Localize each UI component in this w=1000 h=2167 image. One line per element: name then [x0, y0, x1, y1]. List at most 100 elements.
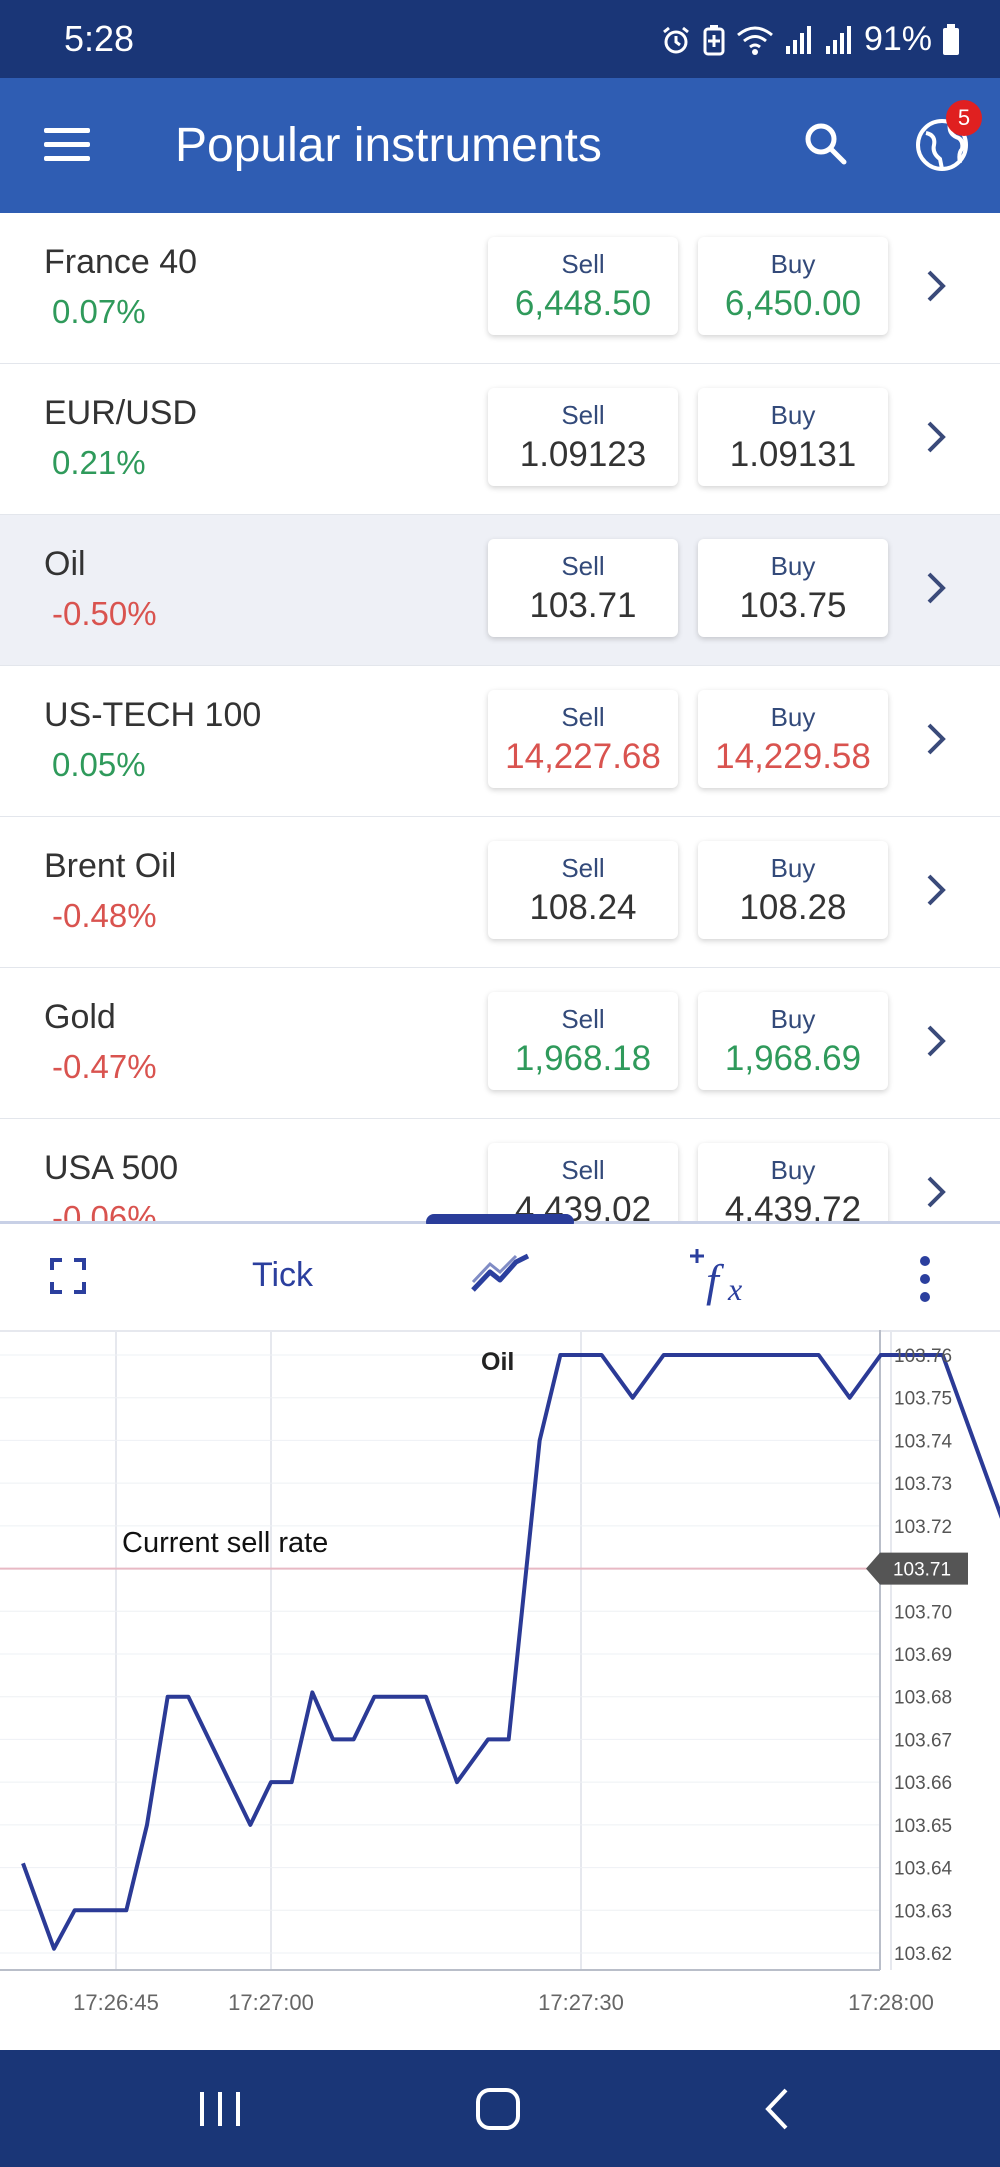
- buy-price: 103.75: [739, 586, 847, 625]
- sell-price: 1,968.18: [514, 1039, 652, 1078]
- sell-button[interactable]: Sell 1.09123: [488, 388, 678, 486]
- signal-icon: [785, 25, 811, 54]
- sell-button[interactable]: Sell 14,227.68: [488, 690, 678, 788]
- instrument-row[interactable]: France 40 0.07% Sell 6,448.50 Buy 6,450.00: [0, 213, 1000, 365]
- buy-label: Buy: [770, 249, 816, 279]
- y-tick-label: 103.70: [894, 1602, 952, 1623]
- chevron-right-icon[interactable]: [925, 1024, 947, 1058]
- battery-saver-icon: [703, 24, 725, 55]
- buy-button[interactable]: Buy 1.09131: [698, 388, 888, 486]
- y-tick-label: 103.65: [894, 1816, 952, 1837]
- recents-icon[interactable]: [196, 2090, 244, 2128]
- sell-label: Sell: [561, 853, 605, 883]
- chevron-right-icon[interactable]: [925, 420, 947, 454]
- buy-price: 108.28: [739, 888, 847, 927]
- sell-button[interactable]: Sell 6,448.50: [488, 237, 678, 335]
- instrument-change: -0.06%: [52, 1199, 157, 1225]
- x-tick-label: 17:27:00: [228, 1990, 314, 2015]
- chevron-right-icon[interactable]: [925, 269, 947, 303]
- notification-badge: 5: [946, 100, 982, 136]
- buy-label: Buy: [770, 400, 816, 430]
- buy-button[interactable]: Buy 6,450.00: [698, 237, 888, 335]
- instrument-row[interactable]: US-TECH 100 0.05% Sell 14,227.68 Buy 14,229.5…: [0, 666, 1000, 818]
- more-options-icon[interactable]: [918, 1254, 932, 1304]
- buy-price: 1.09131: [729, 435, 857, 474]
- sell-label: Sell: [561, 551, 605, 581]
- instrument-name: US-TECH 100: [44, 696, 262, 734]
- buy-label: Buy: [770, 702, 816, 732]
- price-series-line: [21, 1353, 1000, 1951]
- home-icon[interactable]: [474, 2086, 522, 2132]
- menu-icon[interactable]: [44, 128, 90, 164]
- buy-label: Buy: [770, 1004, 816, 1034]
- instrument-name: Oil: [44, 545, 86, 583]
- svg-text:x: x: [727, 1271, 742, 1306]
- instrument-row[interactable]: USA 500 -0.06% Sell 4,439.02 Buy 4,439.72: [0, 1119, 1000, 1225]
- fullscreen-icon[interactable]: [50, 1258, 86, 1294]
- instrument-change: -0.50%: [52, 595, 157, 632]
- line-chart-icon[interactable]: [470, 1252, 532, 1296]
- battery-percent: 91%: [863, 20, 932, 58]
- price-chart[interactable]: 103.76 103.75 103.74 103.73 103.72 103.70 103.…: [0, 1330, 1000, 2050]
- y-tick-label: 103.67: [894, 1730, 952, 1751]
- chevron-right-icon[interactable]: [925, 722, 947, 756]
- y-tick-label: 103.63: [894, 1901, 952, 1922]
- x-tick-label: 17:26:45: [73, 1990, 159, 2015]
- instrument-name: Gold: [44, 998, 116, 1036]
- sell-button[interactable]: Sell 108.24: [488, 841, 678, 939]
- instrument-change: 0.21%: [52, 444, 146, 481]
- y-tick-label: 103.72: [894, 1517, 952, 1538]
- sell-price: 103.71: [529, 586, 637, 625]
- instrument-row[interactable]: Brent Oil -0.48% Sell 108.24 Buy 108.28: [0, 817, 1000, 969]
- battery-icon: [943, 23, 959, 55]
- current-rate-badge: [866, 1552, 968, 1585]
- wifi-icon: [736, 26, 773, 55]
- buy-price: 14,229.58: [715, 737, 871, 776]
- y-tick-label: 103.69: [894, 1645, 952, 1666]
- buy-price: 1,968.69: [724, 1039, 862, 1078]
- instrument-row[interactable]: Gold -0.47% Sell 1,968.18 Buy 1,968.69: [0, 968, 1000, 1120]
- sell-price: 108.24: [529, 888, 637, 927]
- sell-button[interactable]: Sell 103.71: [488, 539, 678, 637]
- globe-icon[interactable]: [912, 113, 972, 173]
- buy-button[interactable]: Buy 14,229.58: [698, 690, 888, 788]
- sell-label: Sell: [561, 1004, 605, 1034]
- interval-selector[interactable]: Tick: [252, 1256, 314, 1294]
- search-icon[interactable]: [800, 118, 850, 168]
- instrument-name: Brent Oil: [44, 847, 177, 885]
- y-tick-label: 103.66: [894, 1773, 952, 1794]
- sell-price: 14,227.68: [505, 737, 661, 776]
- svg-text:f: f: [706, 1255, 725, 1306]
- instrument-name: EUR/USD: [44, 394, 198, 432]
- sell-label: Sell: [561, 702, 605, 732]
- chevron-right-icon[interactable]: [925, 1175, 947, 1209]
- buy-price: 4,439.72: [724, 1190, 862, 1225]
- instrument-name: France 40: [44, 243, 198, 281]
- back-icon[interactable]: [760, 2086, 792, 2132]
- x-tick-label: 17:27:30: [538, 1990, 624, 2015]
- instrument-change: 0.05%: [52, 746, 146, 783]
- chevron-right-icon[interactable]: [925, 873, 947, 907]
- current-rate-value: 103.71: [893, 1560, 951, 1581]
- buy-price: 6,450.00: [724, 284, 862, 323]
- sell-button[interactable]: Sell 1,968.18: [488, 992, 678, 1090]
- buy-label: Buy: [770, 853, 816, 883]
- chevron-right-icon[interactable]: [925, 571, 947, 605]
- buy-button[interactable]: Buy 1,968.69: [698, 992, 888, 1090]
- buy-button[interactable]: Buy 103.75: [698, 539, 888, 637]
- sell-button[interactable]: Sell 4,439.02: [488, 1143, 678, 1225]
- sell-price: 6,448.50: [514, 284, 652, 323]
- y-tick-label: 103.68: [894, 1688, 952, 1709]
- instrument-change: -0.47%: [52, 1048, 157, 1085]
- sell-label: Sell: [561, 400, 605, 430]
- buy-label: Buy: [770, 1155, 816, 1185]
- buy-button[interactable]: Buy 4,439.72: [698, 1143, 888, 1225]
- page-title: Popular instruments: [175, 119, 602, 172]
- instrument-chart-label: Oil: [481, 1348, 514, 1376]
- x-tick-label: 17:28:00: [848, 1990, 934, 2015]
- instrument-row[interactable]: EUR/USD 0.21% Sell 1.09123 Buy 1.09131: [0, 364, 1000, 516]
- instrument-row[interactable]: Oil -0.50% Sell 103.71 Buy 103.75: [0, 515, 1000, 667]
- buy-button[interactable]: Buy 108.28: [698, 841, 888, 939]
